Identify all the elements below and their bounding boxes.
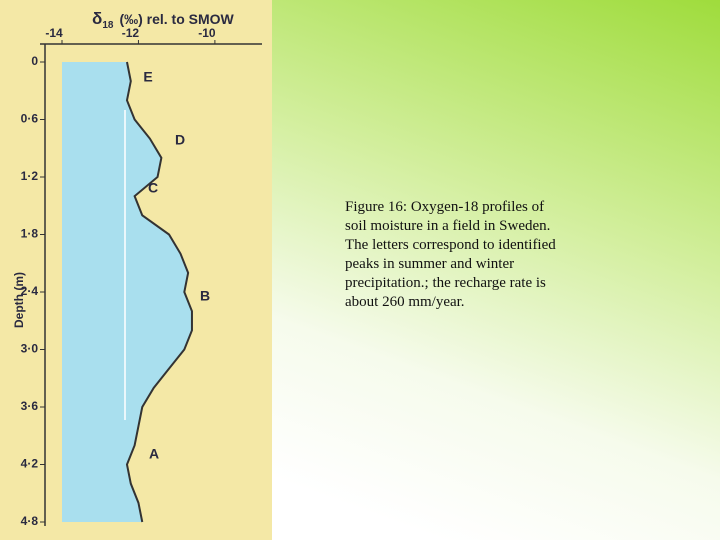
y-tick-label: 3·6 [21, 399, 39, 413]
peak-label: D [175, 132, 185, 148]
peak-label: C [148, 180, 158, 196]
peak-label: E [143, 69, 152, 85]
y-tick-label: 4·2 [21, 457, 39, 471]
peak-label: B [200, 288, 210, 304]
y-tick-label: 0·6 [21, 112, 39, 126]
chart-title: δ18 (‰) rel. to SMOW [92, 9, 235, 30]
peak-label: A [149, 446, 159, 462]
y-tick-label: 4·8 [21, 514, 39, 528]
profile-area [62, 62, 192, 522]
x-tick-label: -14 [45, 26, 63, 40]
profile-line [125, 61, 193, 523]
title-symbol: δ [92, 9, 102, 28]
y-tick-label: 2·4 [21, 284, 39, 298]
caption: Figure 16: Oxygen-18 profiles of soil mo… [345, 199, 556, 310]
y-axis-label: Depth (m) [12, 272, 26, 328]
title-subscript: 18 [102, 20, 114, 31]
y-tick-label: 0 [31, 54, 38, 68]
x-tick-label: -12 [122, 26, 140, 40]
y-tick-label: 1·8 [21, 227, 39, 241]
title-text: (‰) rel. to SMOW [119, 11, 234, 27]
y-tick-label: 3·0 [21, 342, 39, 356]
x-tick-label: -10 [198, 26, 216, 40]
y-tick-label: 1·2 [21, 169, 39, 183]
